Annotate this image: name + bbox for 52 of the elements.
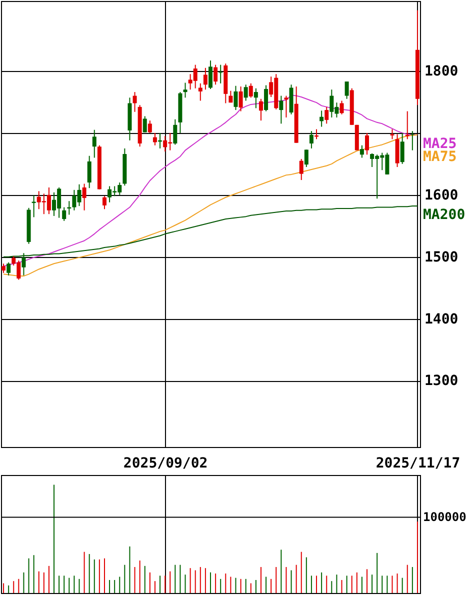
- candlestick: [148, 120, 152, 134]
- candlestick: [309, 130, 314, 149]
- candlestick: [183, 82, 188, 98]
- candlestick: [152, 132, 157, 146]
- candlestick: [234, 85, 238, 111]
- series-label: MA200: [423, 207, 466, 224]
- candlestick: [299, 158, 304, 181]
- candlestick: [198, 82, 202, 102]
- candlestick: [248, 82, 253, 98]
- candlestick: [340, 100, 344, 115]
- candlestick: [214, 64, 218, 86]
- candlestick: [142, 116, 147, 133]
- text: 100000: [423, 510, 466, 524]
- candlestick: [32, 195, 36, 218]
- candlestick: [132, 92, 137, 112]
- candlestick: [244, 84, 248, 102]
- candlestick: [218, 64, 223, 84]
- candlestick: [238, 86, 243, 112]
- candlestick: [390, 128, 394, 140]
- candlestick: [279, 95, 284, 124]
- candlestick: [320, 110, 324, 128]
- candlestick: [400, 132, 404, 164]
- line-series: [3, 206, 418, 258]
- candlestick: [410, 130, 414, 151]
- candlestick: [254, 88, 258, 109]
- candlestick: [82, 183, 86, 211]
- candlestick: [203, 67, 208, 90]
- candlestick: [6, 262, 11, 276]
- candlestick: [102, 196, 106, 210]
- y-tick-label: 1500: [424, 249, 458, 266]
- y-tick-label: 1600: [424, 187, 458, 204]
- y-tick-label: 1300: [424, 373, 458, 390]
- y-tick-label: 1400: [424, 311, 458, 328]
- y-tick-label: 1800: [424, 63, 458, 80]
- line-series: [3, 134, 418, 277]
- candlestick: [364, 132, 369, 156]
- candlestick: [2, 263, 6, 274]
- x-tick-label: 2025/11/17: [376, 456, 460, 472]
- x-tick-label: 2025/09/02: [123, 456, 208, 472]
- candlestick: [264, 84, 268, 112]
- candlestick: [360, 144, 364, 158]
- candlestick: [284, 95, 288, 118]
- candlestick: [324, 106, 329, 124]
- candlestick: [92, 129, 96, 158]
- candlestick: [173, 118, 178, 146]
- candlestick: [62, 206, 66, 222]
- candlestick: [258, 98, 263, 122]
- candlestick: [344, 81, 349, 100]
- candlestick: [304, 149, 308, 168]
- candlestick: [208, 60, 212, 90]
- candlestick: [22, 252, 26, 276]
- candlestick: [87, 155, 92, 189]
